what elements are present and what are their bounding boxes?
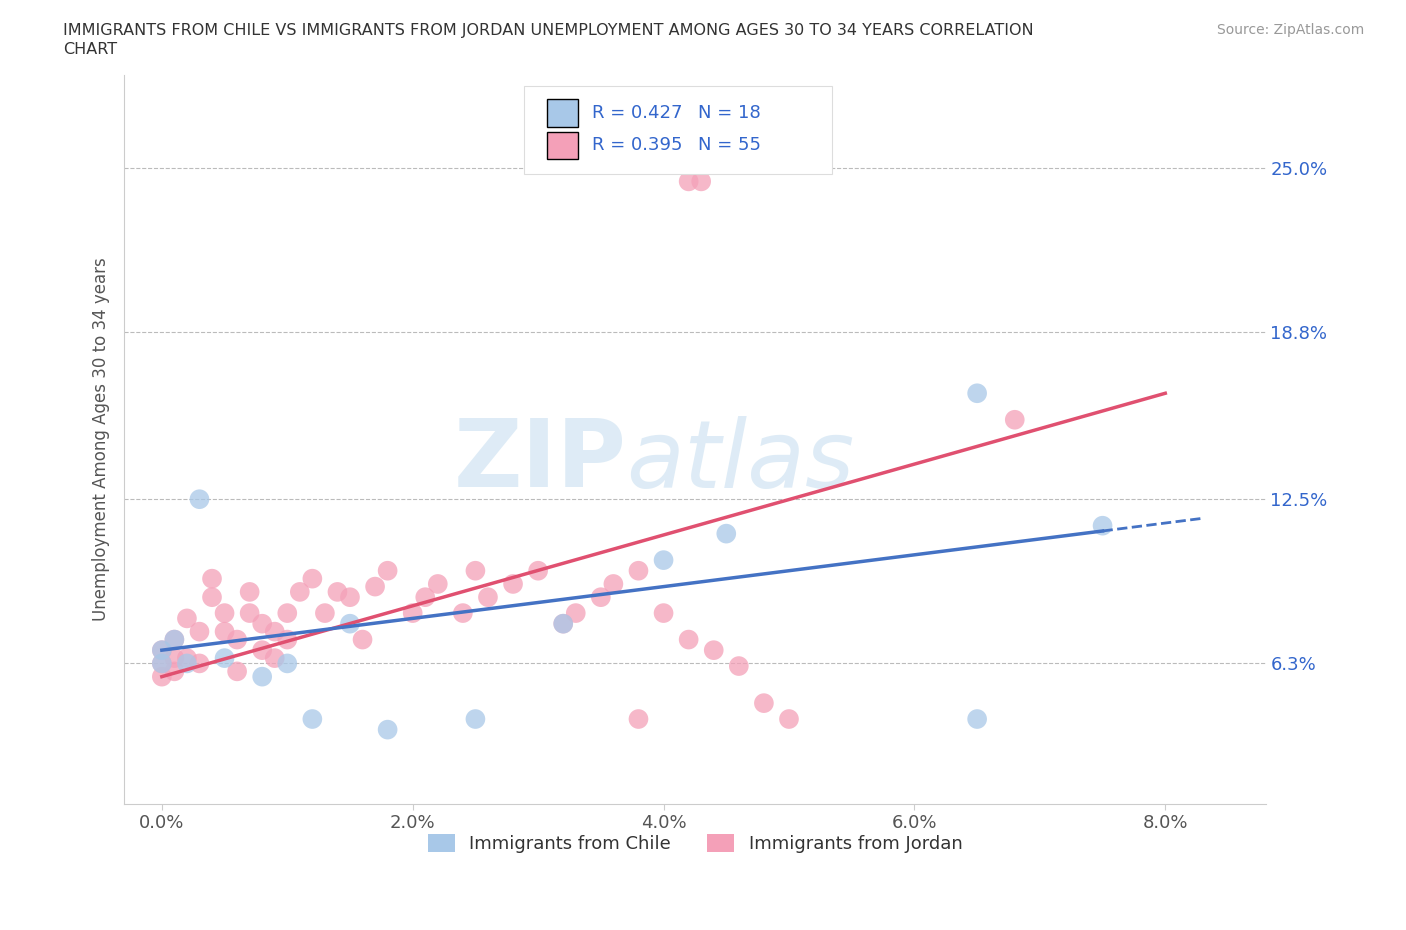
- Point: [226, 632, 249, 647]
- Point: [163, 664, 186, 679]
- Point: [703, 643, 725, 658]
- Point: [339, 590, 361, 604]
- Point: [778, 711, 800, 726]
- Point: [477, 590, 499, 604]
- Point: [163, 632, 186, 647]
- Point: [150, 670, 173, 684]
- Point: [176, 656, 198, 671]
- Point: [352, 632, 374, 647]
- Point: [565, 605, 588, 620]
- Point: [451, 605, 474, 620]
- Point: [339, 617, 361, 631]
- FancyBboxPatch shape: [547, 131, 578, 159]
- Point: [426, 577, 449, 591]
- Point: [464, 711, 486, 726]
- Point: [314, 605, 336, 620]
- Point: [326, 584, 349, 599]
- Text: R = 0.395: R = 0.395: [592, 137, 683, 154]
- Point: [364, 579, 387, 594]
- Point: [201, 571, 224, 586]
- Point: [276, 605, 298, 620]
- Point: [752, 696, 775, 711]
- Legend: Immigrants from Chile, Immigrants from Jordan: Immigrants from Chile, Immigrants from J…: [420, 827, 970, 860]
- Point: [239, 584, 262, 599]
- Point: [966, 711, 988, 726]
- Text: IMMIGRANTS FROM CHILE VS IMMIGRANTS FROM JORDAN UNEMPLOYMENT AMONG AGES 30 TO 34: IMMIGRANTS FROM CHILE VS IMMIGRANTS FROM…: [63, 23, 1033, 38]
- Point: [690, 174, 713, 189]
- Point: [553, 617, 575, 631]
- Point: [250, 643, 273, 658]
- Point: [527, 564, 550, 578]
- Point: [176, 611, 198, 626]
- Point: [276, 632, 298, 647]
- Point: [377, 723, 399, 737]
- Point: [150, 656, 173, 671]
- Point: [201, 590, 224, 604]
- Point: [678, 632, 700, 647]
- Point: [276, 656, 298, 671]
- Text: atlas: atlas: [627, 416, 855, 507]
- Point: [214, 605, 236, 620]
- Point: [163, 651, 186, 666]
- Point: [966, 386, 988, 401]
- Text: ZIP: ZIP: [454, 416, 627, 508]
- Point: [150, 656, 173, 671]
- Point: [188, 492, 211, 507]
- Point: [214, 624, 236, 639]
- Point: [413, 590, 436, 604]
- Text: CHART: CHART: [63, 42, 117, 57]
- Y-axis label: Unemployment Among Ages 30 to 34 years: Unemployment Among Ages 30 to 34 years: [93, 258, 110, 621]
- Point: [214, 651, 236, 666]
- Point: [1004, 412, 1026, 427]
- Point: [627, 711, 650, 726]
- Point: [226, 664, 249, 679]
- Point: [553, 617, 575, 631]
- Point: [716, 526, 738, 541]
- Point: [589, 590, 612, 604]
- FancyBboxPatch shape: [523, 86, 832, 174]
- Text: N = 18: N = 18: [699, 104, 761, 123]
- Point: [250, 670, 273, 684]
- FancyBboxPatch shape: [547, 100, 578, 127]
- Point: [163, 632, 186, 647]
- Point: [288, 584, 311, 599]
- Point: [652, 605, 675, 620]
- Point: [1091, 518, 1114, 533]
- Point: [377, 564, 399, 578]
- Point: [250, 617, 273, 631]
- Point: [188, 656, 211, 671]
- Point: [502, 577, 524, 591]
- Point: [627, 564, 650, 578]
- Point: [176, 651, 198, 666]
- Point: [263, 624, 285, 639]
- Point: [150, 643, 173, 658]
- Point: [464, 564, 486, 578]
- Point: [652, 552, 675, 567]
- Point: [602, 577, 624, 591]
- Point: [150, 643, 173, 658]
- Text: Source: ZipAtlas.com: Source: ZipAtlas.com: [1216, 23, 1364, 37]
- Text: N = 55: N = 55: [699, 137, 761, 154]
- Point: [301, 571, 323, 586]
- Point: [239, 605, 262, 620]
- Point: [188, 624, 211, 639]
- Point: [727, 658, 749, 673]
- Point: [678, 174, 700, 189]
- Point: [263, 651, 285, 666]
- Point: [402, 605, 425, 620]
- Text: R = 0.427: R = 0.427: [592, 104, 683, 123]
- Point: [301, 711, 323, 726]
